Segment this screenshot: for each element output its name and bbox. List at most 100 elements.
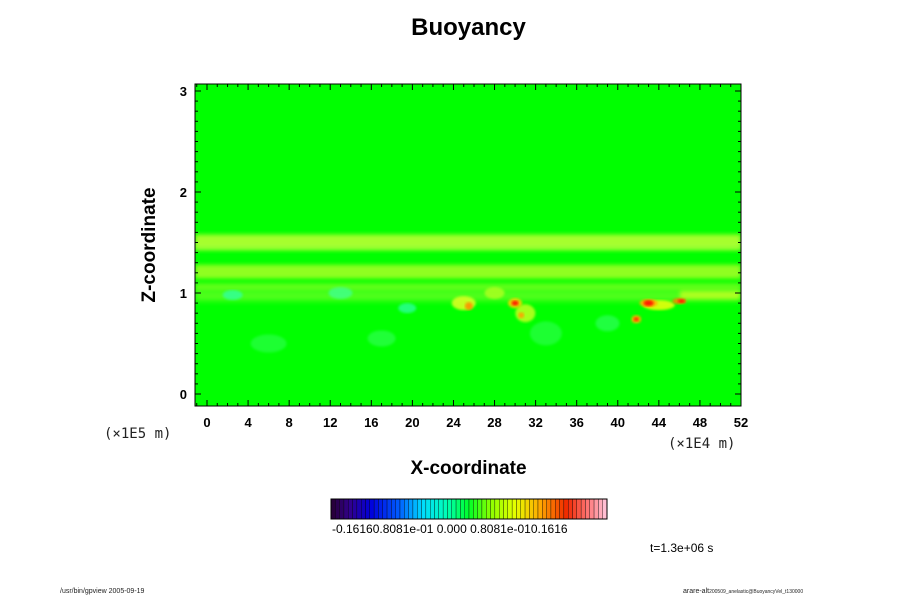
colorbar-cell — [399, 498, 405, 520]
x-axis-label: X-coordinate — [410, 458, 527, 479]
plot-frame — [194, 83, 742, 407]
field-feature-11 — [464, 302, 473, 311]
x-tick-label: 12 — [323, 415, 337, 430]
colorbar-cell — [589, 498, 595, 520]
colorbar — [330, 498, 608, 520]
colorbar-frame — [330, 498, 608, 520]
x-tick-label: 28 — [487, 415, 501, 430]
field-feature-8 — [484, 287, 505, 299]
colorbar-cell — [550, 498, 556, 520]
colorbar-cell — [585, 498, 590, 520]
field-feature-3 — [367, 330, 396, 347]
y-tick-label: 0 — [180, 387, 187, 402]
footer-right: arare-alt200509_anelastic@BuoyancyVel_t1… — [683, 588, 803, 595]
colorbar-cell — [576, 498, 582, 520]
x-tick-label: 4 — [244, 415, 252, 430]
colorbar-cell — [499, 498, 504, 520]
colorbar-cell — [473, 498, 478, 520]
colorbar-cell — [555, 498, 560, 520]
colorbar-cell — [434, 498, 439, 520]
footer-left: /usr/bin/gpview 2005-09-19 — [60, 588, 145, 595]
x-tick-label: 20 — [405, 415, 419, 430]
colorbar-cell — [378, 498, 383, 520]
x-tick-label: 36 — [569, 415, 583, 430]
band-upper-2 — [195, 244, 741, 251]
y-tick-label: 3 — [180, 84, 187, 99]
colorbar-cell — [516, 498, 521, 520]
colorbar-cell — [490, 498, 496, 520]
colorbar-cell — [568, 498, 573, 520]
field-feature-13 — [511, 300, 519, 306]
field-feature-2 — [398, 303, 417, 314]
y-tick-label: 2 — [180, 185, 187, 200]
colorbar-cell — [386, 498, 392, 520]
colorbar-cell — [464, 498, 470, 520]
colorbar-cell — [352, 498, 358, 520]
axis-ticks — [195, 84, 742, 406]
colorbar-cell — [369, 498, 375, 520]
colorbar-cell — [503, 498, 508, 520]
colorbar-cell — [335, 498, 340, 520]
colorbar-cell — [339, 498, 345, 520]
footer-right-small: 200509_anelastic@BuoyancyVel_t130000 — [709, 589, 804, 595]
field-feature-4 — [250, 334, 287, 353]
x-tick-label: 24 — [446, 415, 461, 430]
time-label: t=1.3e+06 s — [650, 541, 714, 555]
field-feature-0 — [222, 290, 243, 301]
colorbar-cell — [598, 498, 603, 520]
colorbar-cell — [481, 498, 487, 520]
colorbar-cell — [546, 498, 552, 520]
colorbar-cell — [417, 498, 422, 520]
field-feature-14 — [518, 312, 525, 319]
colorbar-cell — [395, 498, 401, 520]
colorbar-cell — [486, 498, 491, 520]
field-feature-1 — [328, 287, 353, 299]
colorbar-cell — [442, 498, 448, 520]
colorbar-cell — [511, 498, 517, 520]
colorbar-cell — [412, 498, 418, 520]
colorbar-cell — [542, 498, 547, 520]
colorbar-cell — [361, 498, 366, 520]
colorbar-cell — [455, 498, 461, 520]
x-tick-label: 16 — [364, 415, 378, 430]
colorbar-cell — [356, 498, 362, 520]
colorbar-cell — [507, 498, 513, 520]
colorbar-cell — [330, 498, 336, 520]
colorbar-cell — [494, 498, 500, 520]
colorbar-cell — [365, 498, 370, 520]
x-tick-label: 32 — [528, 415, 542, 430]
colorbar-cell — [421, 498, 427, 520]
colorbar-cell — [524, 498, 530, 520]
colorbar-tick-labels: -0.16160.8081e-01 0.000 0.8081e-010.1616 — [332, 522, 568, 536]
band-lower — [195, 282, 741, 291]
colorbar-cell — [529, 498, 534, 520]
chart-title: Buoyancy — [411, 14, 526, 41]
colorbar-cell — [451, 498, 457, 520]
band-z1 — [195, 290, 741, 301]
colorbar-cell — [580, 498, 586, 520]
colorbar-cell — [348, 498, 353, 520]
x-scale-label: (×1E4 m) — [668, 436, 736, 452]
x-tick-label: 40 — [611, 415, 625, 430]
x-tick-label: 52 — [734, 415, 748, 430]
y-axis-label: Z-coordinate — [139, 187, 160, 303]
colorbar-cell — [460, 498, 465, 520]
x-tick-label: 44 — [652, 415, 667, 430]
heatmap-field — [195, 84, 741, 406]
field-feature-16 — [643, 300, 654, 307]
colorbar-cell — [477, 498, 483, 520]
colorbar-cell — [533, 498, 539, 520]
band-right — [680, 290, 740, 299]
x-tick-label: 0 — [203, 415, 210, 430]
field-feature-6 — [595, 315, 620, 332]
colorbar-cell — [404, 498, 409, 520]
band-middle — [195, 264, 741, 279]
field-feature-5 — [529, 321, 562, 346]
colorbar-cell — [425, 498, 431, 520]
colorbar-cell — [391, 498, 396, 520]
y-tick-label: 1 — [180, 286, 187, 301]
z-scale-label: (×1E5 m) — [104, 426, 172, 442]
colorbar-cell — [343, 498, 349, 520]
